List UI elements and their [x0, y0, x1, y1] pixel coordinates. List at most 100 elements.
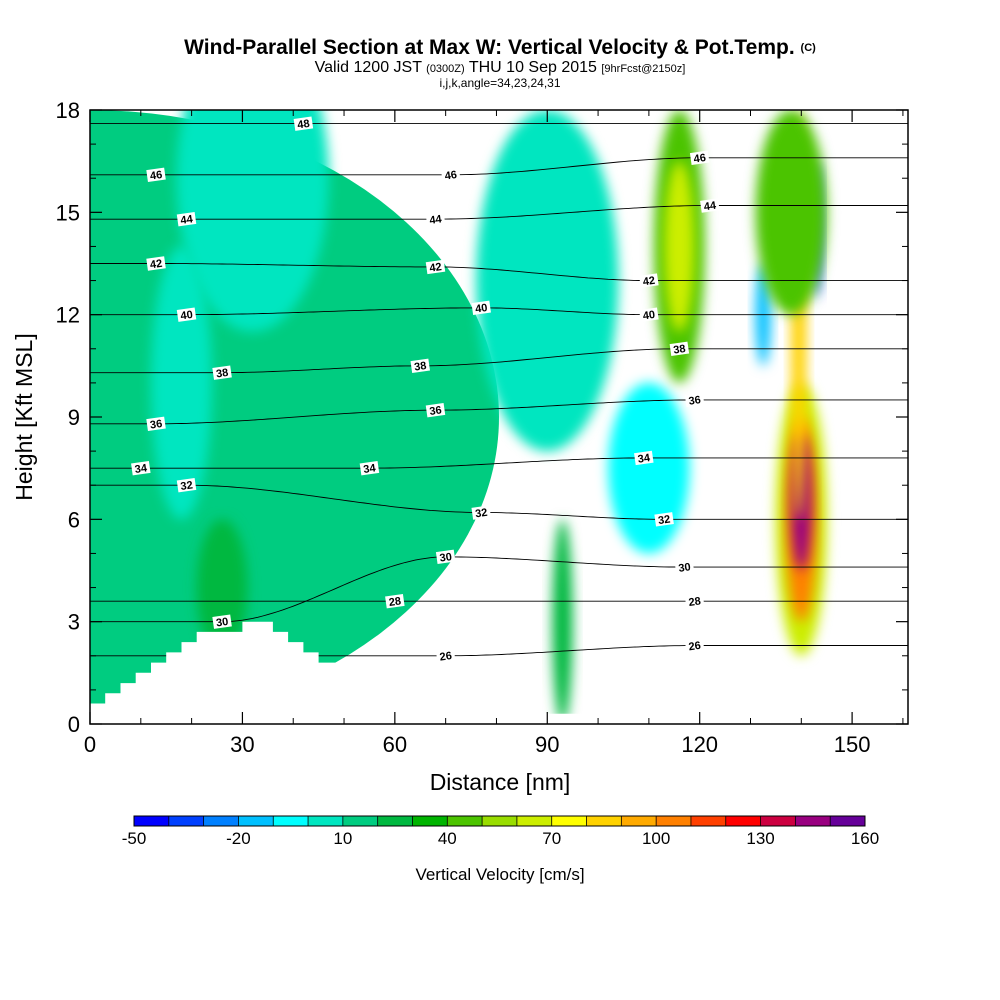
plot-area: 26 26 28 28 30 30 30 32 32 32 34 34 34 36 36 36 38 38 38 40… [90, 110, 908, 724]
theta-contour [90, 205, 908, 220]
contour-label: 28 [684, 594, 705, 609]
colorbar-swatch [725, 816, 762, 826]
velocity-region [552, 519, 573, 724]
contour-label-box [684, 638, 705, 653]
chart-title-text: Wind-Parallel Section at Max W: Vertical… [184, 36, 795, 59]
contour-label: 42 [639, 273, 659, 288]
contour-label-text: 36 [688, 394, 702, 408]
contour-label-text: 36 [429, 404, 443, 418]
contour-label-text: 46 [444, 169, 458, 183]
section-indices: i,j,k,angle=34,23,24,31 [439, 76, 561, 90]
contour-label-text: 40 [474, 302, 488, 316]
colorbar-label: Vertical Velocity [cm/s] [415, 865, 584, 884]
contour-label-text: 40 [642, 309, 656, 323]
contour-label-text: 44 [180, 213, 195, 227]
contour-label: 28 [385, 594, 405, 609]
contour-label: 32 [176, 478, 197, 493]
contour-label: 44 [700, 198, 720, 213]
contour-label-text: 42 [429, 261, 443, 275]
y-tick-label: 12 [56, 303, 80, 328]
contour-label-box [684, 392, 705, 408]
x-tick-label: 0 [84, 732, 96, 757]
contour-label-text: 40 [180, 309, 194, 323]
contour-label-text: 32 [180, 479, 194, 493]
contour-label-box [689, 150, 710, 165]
contour-label-text: 34 [637, 452, 652, 466]
colorbar-tick-label: 10 [333, 829, 352, 848]
contour-label-box [669, 341, 690, 356]
contour-label-text: 26 [688, 640, 702, 654]
title-mark: (C) [800, 42, 816, 54]
colorbar-swatch [273, 816, 309, 826]
x-tick-label: 150 [834, 732, 871, 757]
colorbar-swatch [656, 816, 692, 826]
contour-label-text: 46 [149, 169, 163, 183]
velocity-region [476, 110, 619, 452]
contour-label-text: 44 [429, 213, 444, 227]
valid-time: Valid 1200 JST (0300Z) THU 10 Sep 2015 [… [0, 60, 1000, 77]
contour-label-box [674, 559, 695, 575]
theta-contour [90, 457, 908, 469]
contour-label-box [425, 402, 446, 418]
colorbar-swatch [690, 816, 727, 826]
contour-label: 30 [674, 559, 695, 575]
contour-label-box [425, 211, 446, 227]
contour-label: 34 [634, 450, 654, 466]
valid-prefix: Valid 1200 JST [314, 59, 422, 76]
colorbar-swatch [830, 816, 866, 826]
colorbar-tick-label: 100 [642, 829, 670, 848]
velocity-region [608, 382, 690, 554]
contour-label-text: 30 [439, 551, 453, 565]
contour-label-box [654, 512, 674, 527]
contour-label-text: 34 [363, 462, 378, 476]
colorbar: -50 -20 10 40 70 100 130 160 [122, 815, 879, 848]
velocity-region [755, 110, 827, 315]
y-tick-label: 3 [68, 610, 80, 635]
contour-label: 40 [471, 300, 491, 316]
terrain-mask [90, 621, 908, 724]
contour-label: 48 [293, 116, 314, 131]
contour-label: 44 [176, 211, 197, 227]
contour-label: 30 [435, 549, 456, 565]
contour-label-box [471, 300, 491, 316]
colorbar-swatch [238, 816, 274, 826]
contour-label-text: 42 [642, 275, 656, 289]
x-tick-label: 30 [230, 732, 254, 757]
colorbar-swatch [342, 816, 379, 826]
contour-label: 34 [359, 460, 380, 476]
contour-label-text: 34 [134, 462, 149, 476]
contour-label-box [146, 416, 166, 432]
contour-label-text: 38 [215, 367, 229, 381]
contour-label: 46 [146, 167, 166, 183]
contour-label-box [146, 167, 166, 183]
y-tick-label: 15 [56, 200, 80, 225]
contour-label-text: 46 [693, 152, 707, 166]
contour-label: 38 [669, 341, 690, 357]
contour-label: 36 [425, 402, 446, 418]
colorbar-frame [133, 815, 866, 827]
contour-label-text: 28 [688, 595, 702, 609]
contour-label: 40 [639, 307, 659, 322]
vertical-velocity-field [90, 110, 827, 724]
contour-label-box [684, 594, 705, 609]
contour-label-box [146, 256, 166, 271]
contour-label-box [212, 365, 232, 380]
x-tick-label: 120 [681, 732, 718, 757]
y-tick-label: 9 [68, 405, 80, 430]
contour-labels: 26 26 28 28 30 30 30 32 32 32 34 34 34 36 36 36 38 38 38 40… [131, 116, 720, 664]
contour-label-text: 38 [413, 360, 427, 374]
theta-contour [90, 484, 908, 520]
theta-contour [90, 263, 908, 282]
contour-label: 30 [212, 614, 232, 629]
contour-label: 32 [654, 512, 674, 527]
theta-contour [90, 399, 908, 425]
colorbar-tick-label: 70 [542, 829, 561, 848]
contour-label: 26 [435, 648, 456, 664]
contour-label-text: 26 [439, 650, 453, 664]
contour-label-box [435, 549, 456, 565]
contour-label: 46 [689, 150, 710, 166]
contour-label-text: 32 [474, 507, 488, 521]
contour-label-box [176, 211, 197, 227]
contour-label-box [639, 273, 659, 288]
